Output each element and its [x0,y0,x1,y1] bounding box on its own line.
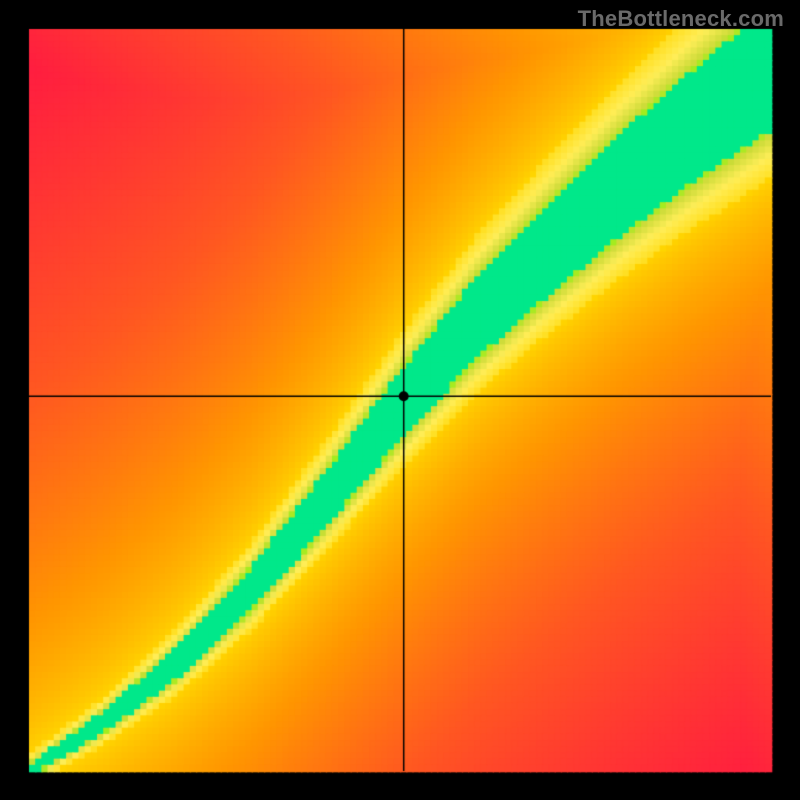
watermark-text: TheBottleneck.com [578,6,784,32]
bottleneck-heatmap [0,0,800,800]
